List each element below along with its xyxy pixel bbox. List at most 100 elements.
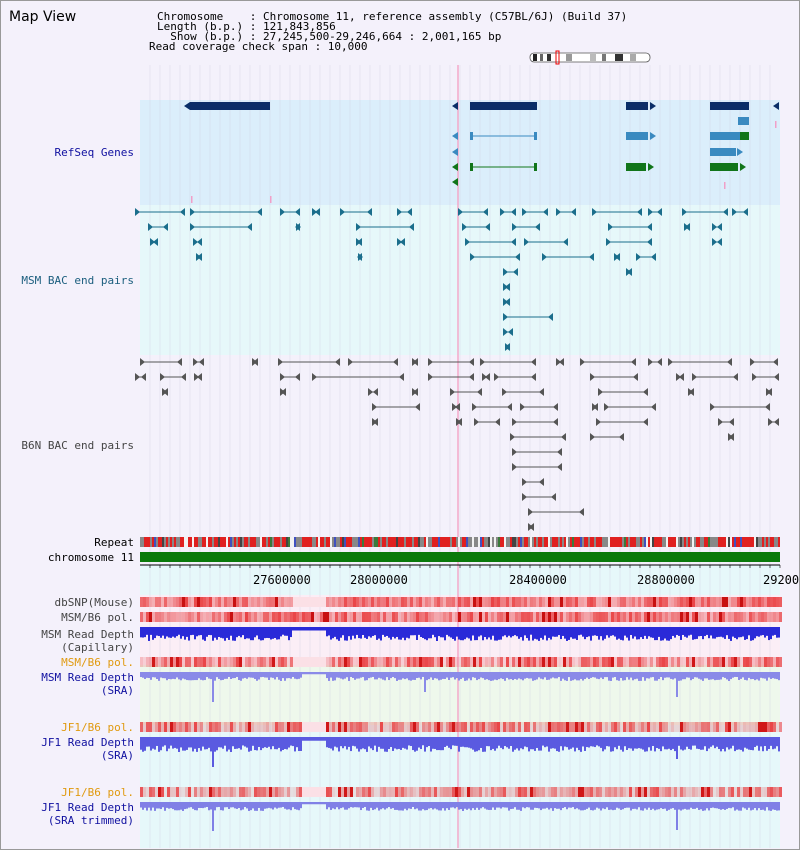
- msm-bac-label[interactable]: MSM BAC end pairs: [21, 274, 134, 287]
- bac-end: [141, 373, 146, 381]
- depth-bar: [154, 672, 156, 678]
- heat-cell: [635, 597, 638, 607]
- depth-bar: [454, 672, 456, 680]
- repeat-label[interactable]: Repeat: [94, 536, 134, 549]
- refseq-label[interactable]: RefSeq Genes: [54, 146, 134, 159]
- depth-bar: [384, 672, 386, 681]
- heat-cell: [560, 657, 563, 667]
- heat-cell: [392, 612, 395, 622]
- depth-bar: [326, 737, 328, 748]
- depth-bar: [670, 672, 672, 679]
- heat-cell: [182, 722, 185, 732]
- strand-arrow: [452, 178, 458, 186]
- jf1-b6-pol-label-1[interactable]: JF1/B6 pol.: [61, 721, 134, 734]
- heat-cell: [599, 722, 602, 732]
- heat-cell: [335, 722, 338, 732]
- heat-cell: [206, 597, 209, 607]
- depth-bar: [718, 737, 720, 750]
- heat-cell: [197, 657, 200, 667]
- depth-bar: [266, 672, 268, 678]
- heat-cell: [545, 657, 548, 667]
- depth-bar: [722, 672, 724, 678]
- heat-cell: [368, 787, 371, 797]
- heat-cell: [194, 722, 197, 732]
- b6n-bac-label[interactable]: B6N BAC end pairs: [21, 439, 134, 452]
- heat-cell: [566, 787, 569, 797]
- depth-bar: [268, 802, 270, 808]
- msm-depth-cap-line2: (Capillary): [61, 641, 134, 654]
- dbsnp-label[interactable]: dbSNP(Mouse): [54, 596, 134, 609]
- repeat-segment: [594, 537, 596, 547]
- depth-bar: [406, 627, 408, 638]
- heat-cell: [362, 597, 365, 607]
- jf1-b6-pol-label-2[interactable]: JF1/B6 pol.: [61, 786, 134, 799]
- heat-cell: [188, 597, 191, 607]
- heat-cell: [509, 722, 512, 732]
- depth-bar: [728, 737, 730, 750]
- bac-end: [548, 313, 553, 321]
- heat-cell: [635, 657, 638, 667]
- heat-cell: [347, 597, 350, 607]
- depth-bar: [688, 672, 690, 678]
- heat-cell: [620, 787, 623, 797]
- heat-cell: [647, 612, 650, 622]
- msm-b6-pol-label-1[interactable]: MSM/B6 pol.: [61, 611, 134, 624]
- repeat-segment: [652, 537, 654, 547]
- bac-end: [348, 358, 353, 366]
- heat-cell: [752, 597, 755, 607]
- chromosome-label[interactable]: chromosome 11: [47, 551, 134, 564]
- msm-depth-sra-label[interactable]: MSM Read Depth (SRA): [41, 671, 134, 697]
- repeat-segment: [658, 537, 660, 547]
- heat-cell: [737, 597, 740, 607]
- jf1-depth-sra-label[interactable]: JF1 Read Depth (SRA): [41, 736, 134, 762]
- repeat-segment: [342, 537, 344, 547]
- heat-cell: [647, 657, 650, 667]
- bac-end: [512, 448, 517, 456]
- heat-cell: [155, 657, 158, 667]
- depth-bar: [568, 627, 570, 640]
- msm-b6-pol-label-2[interactable]: MSM/B6 pol.: [61, 656, 134, 669]
- depth-bar: [326, 672, 328, 679]
- heat-cell: [422, 787, 425, 797]
- repeat-segment: [464, 537, 466, 547]
- depth-bar: [678, 737, 680, 746]
- depth-bar: [488, 672, 490, 681]
- heat-cell: [437, 612, 440, 622]
- heat-cell: [557, 597, 560, 607]
- heat-cell: [623, 612, 626, 622]
- repeat-segment: [648, 537, 650, 547]
- heat-cell: [668, 787, 671, 797]
- heat-cell: [680, 722, 683, 732]
- heat-cell: [482, 722, 485, 732]
- repeat-segment: [562, 537, 564, 547]
- heat-cell: [479, 787, 482, 797]
- repeat-segment: [300, 537, 302, 547]
- heat-cell: [488, 787, 491, 797]
- msm-depth-cap-label[interactable]: MSM Read Depth (Capillary): [41, 628, 134, 654]
- bac-end: [511, 208, 516, 216]
- depth-bar: [670, 627, 672, 640]
- heat-cell: [290, 787, 293, 797]
- repeat-segment: [770, 537, 772, 547]
- heat-cell: [299, 612, 302, 622]
- bac-end: [557, 448, 562, 456]
- ideogram-band: [533, 54, 537, 61]
- heat-cell: [617, 657, 620, 667]
- depth-bar: [148, 627, 150, 641]
- heat-cell: [359, 657, 362, 667]
- depth-bar: [448, 672, 450, 680]
- depth-bar: [718, 802, 720, 809]
- heat-cell: [308, 657, 311, 667]
- heat-cell: [632, 722, 635, 732]
- depth-bar: [322, 737, 324, 741]
- heat-cell: [341, 787, 344, 797]
- jf1-depth-trim-label[interactable]: JF1 Read Depth (SRA trimmed): [41, 801, 134, 827]
- heat-cell: [701, 722, 704, 732]
- heat-cell: [539, 597, 542, 607]
- depth-bar: [514, 802, 516, 808]
- heat-cell: [506, 787, 509, 797]
- heat-cell: [350, 722, 353, 732]
- repeat-segment: [718, 537, 720, 547]
- depth-bar: [382, 737, 384, 749]
